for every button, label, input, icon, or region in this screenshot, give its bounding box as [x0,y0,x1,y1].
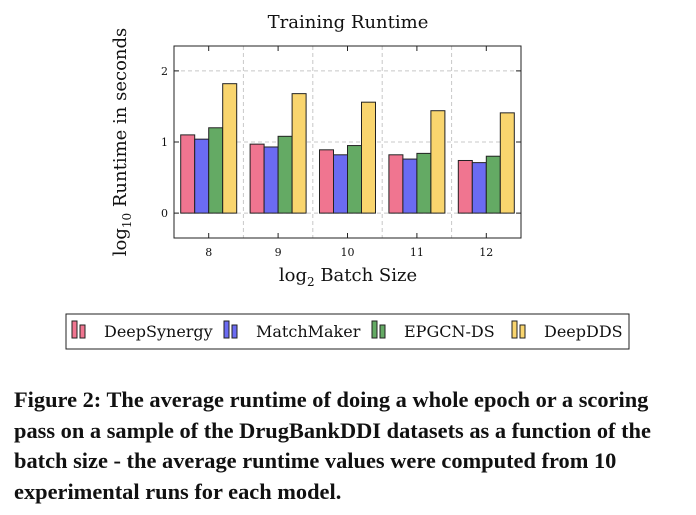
bars [180,83,515,214]
x-axis-label: log2 Batch Size [279,265,417,289]
bar-epgcn-ds [485,155,501,214]
bar-epgcn-ds [416,152,432,214]
legend-swatch [79,324,86,339]
x-tick-label: 9 [275,246,282,259]
bar-deepdds [361,101,376,214]
bar-matchmaker [471,162,487,214]
bar-deepdds [499,112,515,214]
y-axis-label: log10 Runtime in seconds [110,28,134,257]
legend-swatch [511,320,518,339]
bar-matchmaker [263,146,279,214]
bar-matchmaker [333,154,348,214]
legend-swatch [519,324,526,339]
x-tick-label: 8 [205,246,212,259]
y-tick-label: 0 [161,207,168,220]
legend: DeepSynergy MatchMaker EPGCN-DS DeepDDS [65,313,630,350]
bar-deepsynergy [249,143,265,214]
bar-deepdds [222,83,238,214]
legend-swatch [223,320,230,339]
x-tick-label: 10 [341,246,355,259]
bar-matchmaker [194,138,210,214]
bar-epgcn-ds [347,145,362,214]
bar-deepsynergy [388,154,404,214]
legend-label: DeepDDS [544,322,623,341]
chart-title: Training Runtime [268,12,429,33]
bar-matchmaker [402,158,418,214]
legend-swatch [371,320,378,339]
bar-epgcn-ds [208,127,224,214]
legend-label: MatchMaker [256,322,361,341]
bar-deepdds [291,93,307,214]
bar-epgcn-ds [277,135,293,214]
legend-swatch [231,324,238,339]
legend-swatch [379,324,386,339]
bar-deepsynergy [180,134,196,214]
legend-swatch [71,320,78,339]
x-tick-label: 11 [410,246,424,259]
x-tick-label: 12 [479,246,493,259]
y-tick-label: 1 [161,136,168,149]
bar-deepsynergy [457,159,473,214]
bar-deepsynergy [319,149,334,214]
figure-caption: Figure 2: The average runtime of doing a… [14,387,651,504]
bar-deepdds [430,110,446,214]
y-tick-label: 2 [161,65,168,78]
legend-box [65,313,630,350]
legend-label: DeepSynergy [104,322,213,341]
legend-label: EPGCN-DS [404,322,495,341]
